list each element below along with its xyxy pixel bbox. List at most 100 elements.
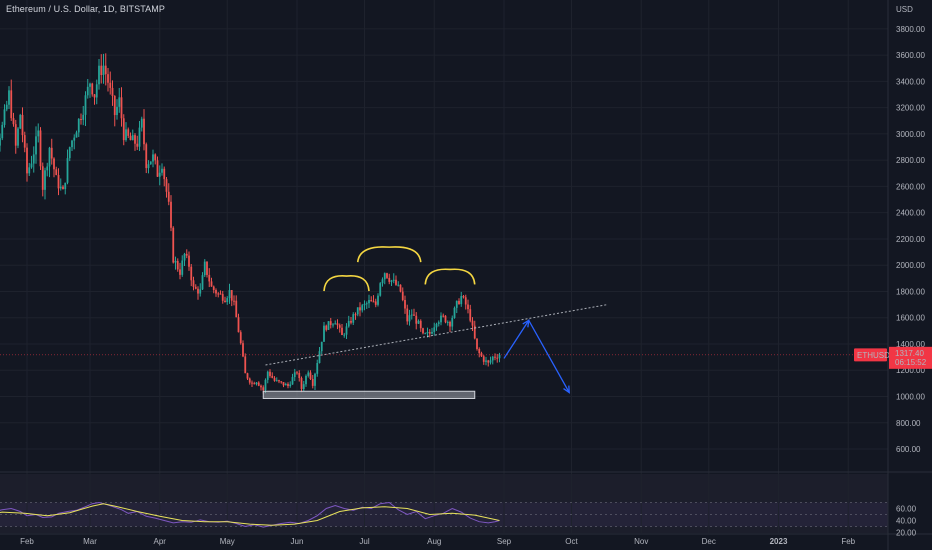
candle-body [343, 334, 346, 336]
price-tick-label: 3000.00 [896, 130, 925, 139]
candle-body [469, 309, 472, 321]
candle-body [273, 377, 276, 381]
candle-body [116, 106, 118, 116]
candle-body [120, 97, 123, 119]
candle-body [291, 377, 294, 385]
candle-body [147, 164, 150, 169]
candle-body [320, 341, 323, 352]
candle-body [19, 114, 22, 129]
candle-body [415, 315, 418, 324]
candle-body [264, 379, 267, 391]
candle-body [35, 136, 37, 155]
candle-body [0, 138, 1, 146]
candle-body [48, 147, 51, 167]
candle-body [428, 332, 431, 334]
price-tick-label: 1600.00 [896, 314, 925, 323]
candle-body [401, 291, 404, 301]
candle-body [498, 354, 501, 359]
candle-body [10, 90, 13, 119]
candle-body [336, 323, 339, 326]
candle-body [17, 128, 19, 146]
candle-body [314, 373, 316, 386]
candle-body [30, 163, 33, 168]
support-zone [262, 390, 476, 399]
candle-body [271, 375, 274, 378]
candle-body [89, 83, 91, 87]
right-shoulder-arc [424, 268, 476, 285]
candle-body [152, 154, 154, 162]
time-tick-label: 2023 [770, 537, 788, 546]
candle-body [377, 295, 379, 305]
candle-body [14, 124, 17, 146]
candle-body [226, 298, 229, 303]
time-tick-label: Apr [154, 537, 167, 546]
candle-body [453, 307, 456, 318]
candle-body [496, 357, 499, 359]
candle-body [302, 384, 305, 390]
candle-body [217, 293, 220, 295]
candle-body [93, 94, 96, 98]
candle-body [172, 227, 175, 263]
candle-body [66, 158, 69, 183]
price-tick-label: 2400.00 [896, 209, 925, 218]
time-tick-label: Aug [427, 537, 441, 546]
candle-body [480, 353, 483, 357]
candle-body [471, 320, 474, 326]
candle-body [57, 175, 60, 189]
candle-body [84, 95, 87, 115]
rsi-tick-label: 60.00 [896, 505, 917, 514]
candle-body [458, 300, 460, 305]
candle-body [80, 119, 82, 121]
candle-body [381, 279, 384, 284]
candle-body [460, 296, 463, 305]
candle-body [404, 300, 406, 309]
price-tick-label: 3400.00 [896, 77, 925, 86]
candle-body [118, 97, 121, 107]
last-price-badge [889, 346, 932, 369]
candle-body [156, 160, 159, 177]
candle-body [138, 127, 141, 147]
candle-body [210, 281, 213, 287]
candle-body [55, 169, 58, 176]
candle-body [188, 255, 190, 267]
rsi-pane-background [0, 474, 888, 533]
candle-body [46, 166, 49, 171]
candle-body [41, 166, 44, 190]
symbol-badge [854, 348, 887, 362]
candle-body [446, 321, 449, 323]
candle-body [221, 294, 224, 301]
candle-body [422, 328, 424, 334]
candle-body [50, 147, 53, 159]
candle-body [75, 132, 78, 138]
candle-body [23, 135, 26, 148]
candle-body [163, 168, 166, 180]
head-arc [356, 246, 422, 263]
candle-body [455, 300, 458, 308]
candle-body [86, 86, 89, 96]
price-tick-label: 2000.00 [896, 261, 925, 270]
candle-body [165, 179, 168, 192]
candle-body [134, 135, 136, 144]
neckline-trendline [265, 304, 608, 366]
candle-body [332, 324, 334, 326]
time-tick-label: Sep [497, 537, 512, 546]
candle-body [426, 332, 429, 334]
rsi-band [0, 502, 888, 527]
candle-body [237, 317, 240, 333]
candle-body [316, 362, 319, 374]
candle-body [413, 314, 415, 316]
candle-body [111, 87, 114, 96]
candle-body [354, 314, 357, 316]
candle-body [399, 284, 402, 292]
price-tick-label: 3600.00 [896, 51, 925, 60]
time-tick-label: Oct [565, 537, 578, 546]
candle-body [451, 317, 454, 327]
candle-body [224, 300, 226, 303]
candle-body [282, 382, 285, 386]
time-tick-label: Feb [841, 537, 855, 546]
candle-body [284, 383, 287, 386]
candle-body [361, 305, 364, 311]
candle-body [8, 90, 10, 105]
candle-body [183, 253, 186, 261]
